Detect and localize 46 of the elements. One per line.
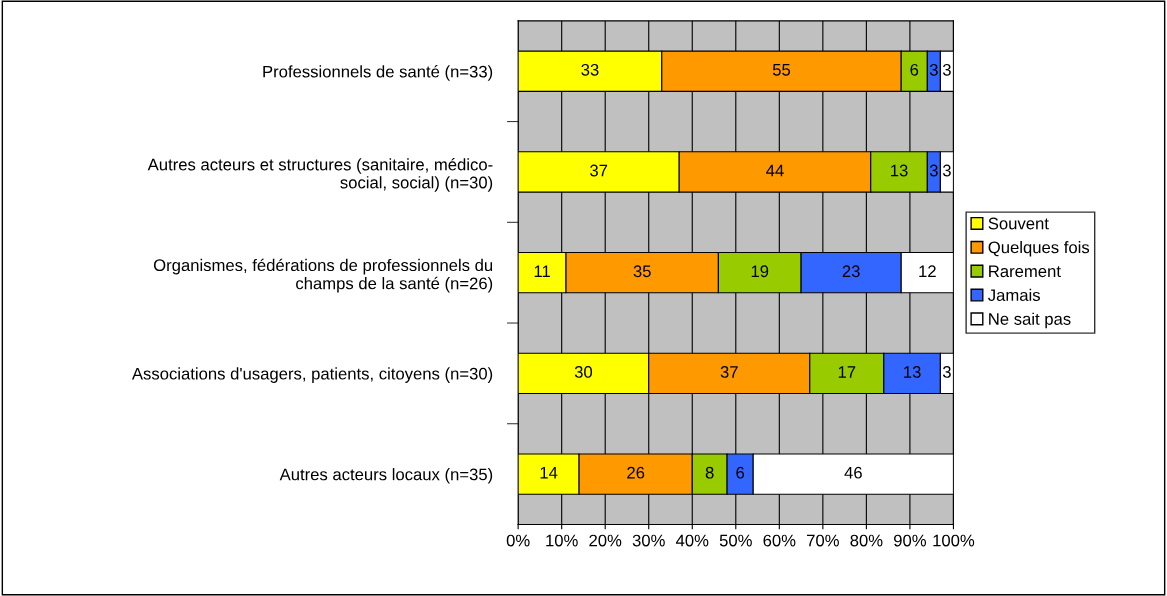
legend-label: Jamais [988,288,1040,302]
x-tick-label: 80% [850,534,883,547]
data-label: 37 [590,164,608,177]
x-tick-label: 90% [894,534,926,547]
data-label: 23 [842,265,860,278]
data-label: 3 [929,164,938,177]
y-tick-label: Organismes, fédérations de professionnels du champs de la santé (n=26) [153,258,493,293]
x-tick-label: 100% [933,534,975,547]
data-label: 11 [534,265,550,277]
data-label: 6 [910,63,919,76]
data-label: 3 [942,63,951,76]
data-label: 14 [540,466,558,479]
data-label: 3 [929,63,938,76]
y-tick-label: Autres acteurs locaux (n=35) [279,468,493,484]
data-label: 26 [627,466,645,479]
data-label: 6 [736,466,745,479]
y-tick-label: Autres acteurs et structures (sanitaire, médico- social, social) (n=30) [147,158,493,192]
data-label: 17 [838,366,856,378]
data-label: 19 [751,265,769,278]
data-label: 13 [904,366,921,378]
data-label: 8 [705,466,714,479]
x-tick-label: 60% [763,534,796,547]
x-tick-label: 40% [675,534,709,547]
data-label: 37 [720,366,738,378]
x-tick-label: 10% [546,534,578,547]
data-label: 46 [844,466,862,479]
data-label: 44 [766,164,784,177]
data-label: 13 [891,164,908,177]
legend-label: Quelques fois [988,241,1090,257]
data-label: 3 [942,164,951,177]
legend-label: Rarement [989,265,1061,278]
x-tick-label: 70% [807,534,839,547]
data-label: 35 [633,265,651,278]
x-tick-label: 0% [506,534,530,547]
x-tick-label: 30% [632,534,665,547]
x-tick-label: 50% [719,534,752,547]
y-tick-label: Professionnels de santé (n=33) [263,65,493,81]
legend-label: Souvent [988,217,1049,230]
data-label: 33 [581,63,599,76]
data-label: 30 [574,366,593,378]
y-tick-label: Associations d'usagers, patients, citoyens (n=30) [131,367,493,383]
legend-label: Ne sait pas [989,312,1071,329]
data-label: 12 [919,265,936,277]
data-label: 3 [942,366,951,378]
x-tick-label: 20% [589,534,622,547]
data-label: 55 [772,64,791,76]
